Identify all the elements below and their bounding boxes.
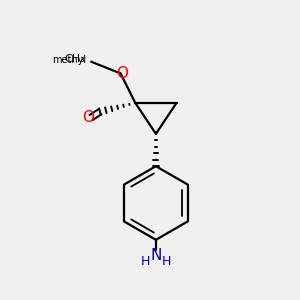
Text: N: N [150, 248, 162, 263]
Text: H: H [161, 254, 171, 268]
Text: methyl: methyl [52, 55, 87, 65]
Text: H: H [141, 254, 150, 268]
Text: O: O [116, 66, 128, 81]
Text: O: O [82, 110, 94, 125]
Text: CH₃: CH₃ [64, 54, 85, 64]
